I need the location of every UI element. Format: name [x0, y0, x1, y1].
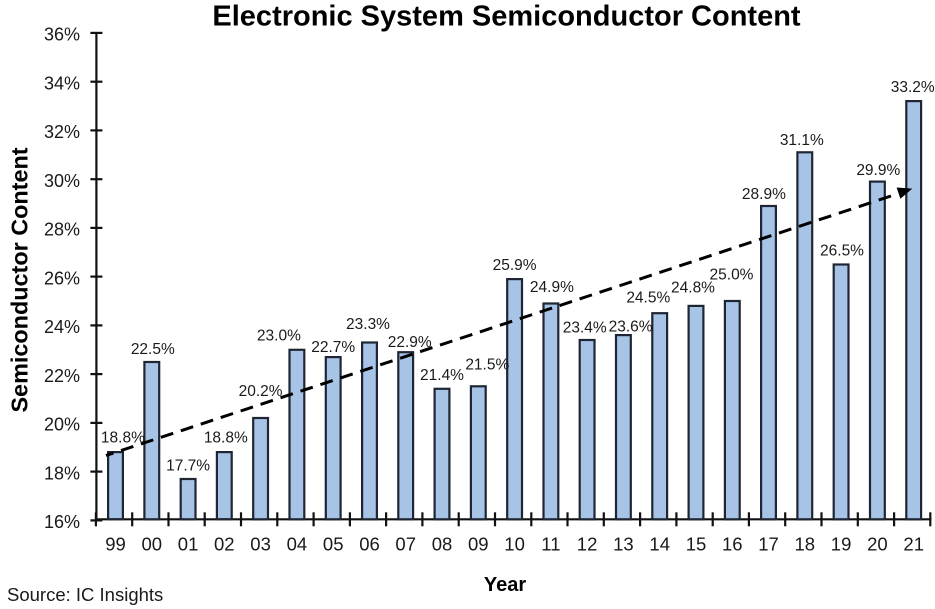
svg-text:23.6%: 23.6%: [609, 318, 653, 335]
svg-text:30%: 30%: [44, 171, 80, 191]
svg-text:28.9%: 28.9%: [742, 186, 786, 203]
svg-text:32%: 32%: [44, 122, 80, 142]
svg-text:08: 08: [432, 534, 453, 555]
svg-text:03: 03: [250, 534, 271, 555]
svg-text:28%: 28%: [44, 220, 80, 240]
svg-text:23.0%: 23.0%: [257, 328, 301, 345]
svg-text:05: 05: [323, 534, 344, 555]
svg-text:06: 06: [359, 534, 380, 555]
svg-text:24%: 24%: [44, 317, 80, 337]
svg-text:23.3%: 23.3%: [346, 316, 390, 333]
svg-text:16%: 16%: [44, 512, 80, 532]
svg-text:20.2%: 20.2%: [239, 383, 283, 400]
svg-text:14: 14: [649, 534, 670, 555]
svg-text:33.2%: 33.2%: [891, 79, 935, 96]
svg-text:22%: 22%: [44, 366, 80, 386]
svg-text:34%: 34%: [44, 74, 80, 94]
svg-text:12: 12: [577, 534, 598, 555]
svg-text:02: 02: [214, 534, 235, 555]
svg-text:25.0%: 25.0%: [710, 266, 754, 283]
svg-text:21: 21: [903, 534, 924, 555]
svg-text:25.9%: 25.9%: [493, 257, 537, 274]
svg-text:Electronic System Semiconducto: Electronic System Semiconductor Content: [212, 1, 801, 33]
svg-text:01: 01: [178, 534, 199, 555]
svg-text:24.5%: 24.5%: [626, 290, 670, 307]
svg-text:18%: 18%: [44, 463, 80, 483]
svg-text:26.5%: 26.5%: [820, 243, 864, 260]
svg-text:13: 13: [613, 534, 634, 555]
svg-text:24.8%: 24.8%: [671, 279, 715, 296]
svg-text:18.8%: 18.8%: [101, 429, 145, 446]
svg-text:31.1%: 31.1%: [780, 132, 824, 149]
svg-text:00: 00: [142, 534, 163, 555]
svg-text:10: 10: [504, 534, 525, 555]
svg-text:17.7%: 17.7%: [166, 458, 210, 475]
svg-text:29.9%: 29.9%: [856, 162, 900, 179]
svg-text:24.9%: 24.9%: [530, 279, 574, 296]
svg-text:20%: 20%: [44, 415, 80, 435]
svg-text:21.5%: 21.5%: [465, 356, 509, 373]
svg-text:04: 04: [287, 534, 308, 555]
svg-text:15: 15: [686, 534, 707, 555]
svg-text:23.4%: 23.4%: [563, 319, 607, 336]
svg-text:07: 07: [395, 534, 416, 555]
svg-text:22.7%: 22.7%: [311, 339, 355, 356]
svg-text:18: 18: [795, 534, 816, 555]
svg-text:99: 99: [105, 534, 126, 555]
svg-text:22.5%: 22.5%: [131, 341, 175, 358]
svg-text:19: 19: [831, 534, 852, 555]
svg-text:36%: 36%: [44, 25, 80, 45]
svg-text:22.9%: 22.9%: [388, 334, 432, 351]
svg-text:16: 16: [722, 534, 743, 555]
svg-text:Year: Year: [484, 574, 526, 596]
svg-text:09: 09: [468, 534, 489, 555]
svg-text:11: 11: [541, 534, 560, 555]
svg-text:Semiconductor Content: Semiconductor Content: [7, 147, 33, 412]
svg-text:26%: 26%: [44, 268, 80, 288]
svg-text:17: 17: [758, 534, 779, 555]
svg-text:18.8%: 18.8%: [204, 429, 248, 446]
svg-text:20: 20: [867, 534, 888, 555]
svg-text:Source: IC Insights: Source: IC Insights: [7, 584, 163, 605]
svg-text:21.4%: 21.4%: [420, 367, 464, 384]
